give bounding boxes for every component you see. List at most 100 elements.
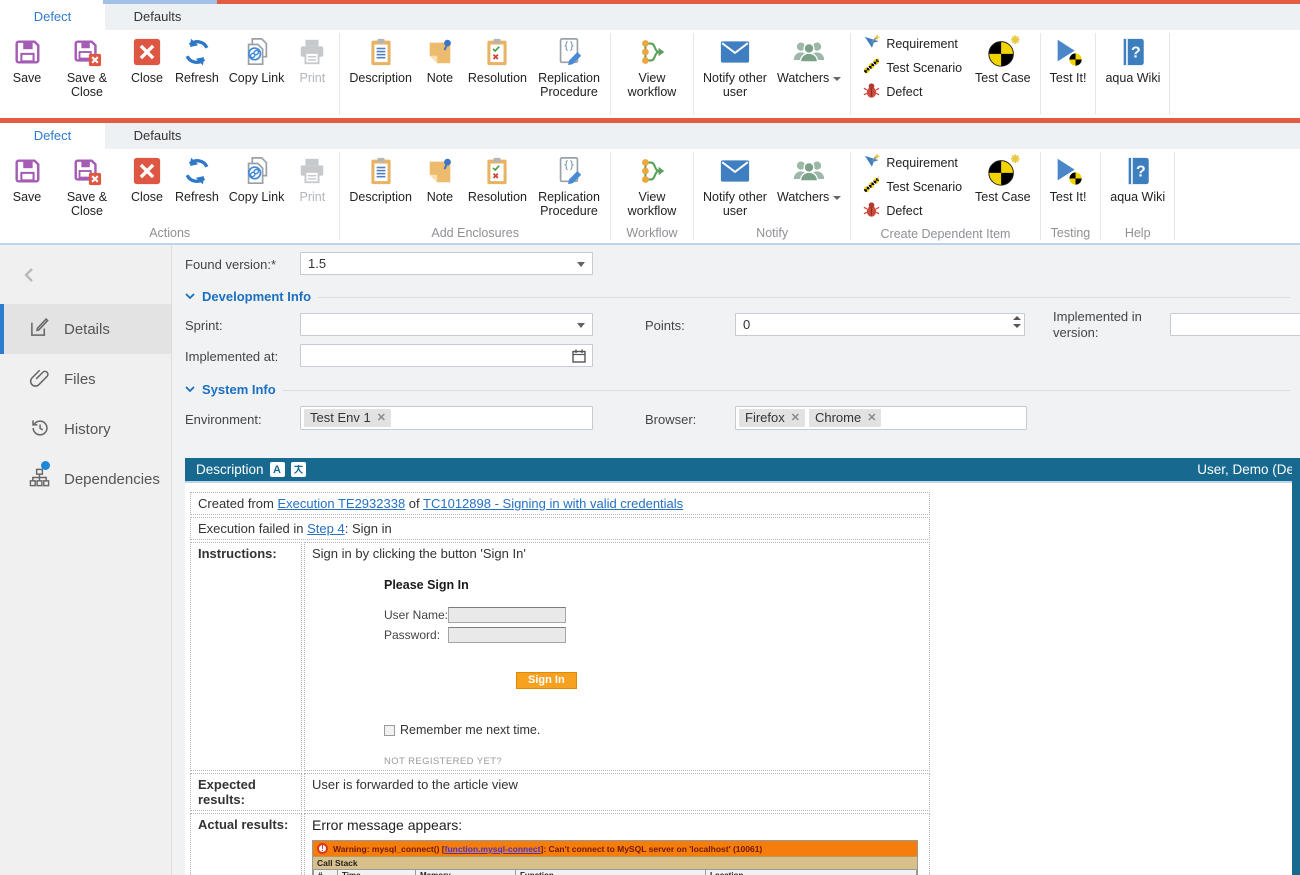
- environment-label: Environment:: [185, 412, 262, 427]
- ribbon-button-requirement[interactable]: Requirement: [859, 32, 966, 56]
- ribbon-button-view-workflow[interactable]: View workflow: [615, 30, 689, 101]
- chevron-down-icon: [833, 195, 842, 200]
- watchers-icon: [792, 35, 826, 69]
- defect-icon: [863, 201, 880, 221]
- ribbon-button-close[interactable]: Close: [124, 149, 170, 206]
- group-separator: [1100, 152, 1102, 240]
- ribbon-button-test-case[interactable]: Test Case: [970, 30, 1036, 87]
- save-close-icon: [71, 35, 103, 69]
- ribbon-button-view-workflow[interactable]: View workflow: [615, 149, 689, 220]
- ribbon-button-copy-link[interactable]: Copy Link: [224, 149, 290, 206]
- save-close-icon: [71, 154, 103, 188]
- sidebar-item-files[interactable]: Files: [0, 354, 171, 404]
- wiki-icon: ?: [1124, 154, 1152, 188]
- ribbon-button-save-close[interactable]: Save & Close: [50, 30, 124, 101]
- browser-field[interactable]: Firefox ✕ Chrome ✕: [735, 406, 1027, 430]
- resolution-icon: [483, 154, 511, 188]
- development-info-section[interactable]: Development Info: [185, 289, 1290, 304]
- ribbon-button-description[interactable]: Description: [344, 149, 417, 206]
- instructions-text: Sign in by clicking the button 'Sign In': [312, 546, 526, 561]
- ribbon-button-save[interactable]: Save: [4, 30, 50, 87]
- ribbon-button-print[interactable]: Print: [289, 149, 335, 206]
- ribbon1-body: Save Save & Close Close Refresh Copy Link Pri…: [0, 30, 1300, 118]
- ribbon-button-requirement[interactable]: Requirement: [859, 151, 966, 175]
- sidebar-item-dependencies[interactable]: Dependencies: [0, 454, 171, 504]
- ribbon-button-resolution[interactable]: Resolution: [463, 149, 532, 206]
- print-icon: [297, 35, 327, 69]
- chip-remove-icon[interactable]: ✕: [376, 412, 386, 424]
- chip-test-env-1: Test Env 1 ✕: [304, 409, 391, 427]
- ribbon-button-notify-other-user[interactable]: Notify other user: [698, 149, 772, 220]
- requirement-icon: [863, 153, 880, 173]
- ribbon-button-watchers[interactable]: Watchers: [772, 30, 846, 87]
- sidebar-item-history[interactable]: History: [0, 404, 171, 454]
- execution-link[interactable]: Execution TE2932338: [277, 496, 406, 511]
- sidebar-collapse-button[interactable]: [0, 245, 171, 304]
- copy-link-icon: [242, 35, 272, 69]
- environment-field[interactable]: Test Env 1 ✕: [300, 406, 593, 430]
- ribbon-button-resolution[interactable]: Resolution: [463, 30, 532, 87]
- tab-defaults[interactable]: Defaults: [133, 9, 182, 24]
- section-title: System Info: [202, 382, 276, 397]
- note-icon: [425, 35, 455, 69]
- spinner-down-icon[interactable]: [1013, 324, 1021, 328]
- ribbon-button-refresh[interactable]: Refresh: [170, 149, 224, 206]
- ribbon-button-test-case[interactable]: Test Case: [970, 149, 1036, 206]
- spinner-up-icon[interactable]: [1013, 316, 1021, 320]
- tab-defect-2[interactable]: Defect: [0, 123, 105, 149]
- ribbon-button-copy-link[interactable]: Copy Link: [224, 30, 290, 87]
- ribbon-button-watchers[interactable]: Watchers: [772, 149, 846, 206]
- ribbon-button-replication-procedure[interactable]: {} Replication Procedure: [532, 149, 606, 220]
- ribbon-button-replication-procedure[interactable]: {} Replication Procedure: [532, 30, 606, 101]
- ribbon-button-note[interactable]: Note: [417, 30, 463, 87]
- calendar-icon[interactable]: [572, 349, 586, 363]
- translate-icon[interactable]: [290, 462, 306, 477]
- implemented-at-datefield[interactable]: [300, 344, 593, 367]
- instructions-label: Instructions:: [190, 542, 302, 771]
- ribbon-button-aqua-wiki[interactable]: ? aqua Wiki: [1100, 30, 1165, 87]
- points-spinner[interactable]: 0: [735, 313, 1025, 336]
- username-input: [448, 607, 566, 623]
- call-stack-table: #TimeMemoryFunctionLocation10.0019100544…: [313, 869, 917, 875]
- system-info-section[interactable]: System Info: [185, 382, 1290, 397]
- ribbon-group-add-enclosures: Description Note Resolution{} Replication P…: [344, 30, 606, 118]
- ribbon-button-test-it[interactable]: Test It!: [1045, 30, 1092, 87]
- group-separator: [850, 152, 852, 240]
- window-top-strip: [0, 0, 1300, 4]
- step-link[interactable]: Step 4: [307, 521, 345, 536]
- ribbon-button-refresh[interactable]: Refresh: [170, 30, 224, 87]
- username-label: User Name:: [384, 608, 449, 622]
- ribbon-button-description[interactable]: Description: [344, 30, 417, 87]
- ribbon-group-actions: Save Save & Close Close Refresh Copy Link Pri…: [4, 149, 335, 243]
- test-scenario-icon: [863, 176, 880, 197]
- ribbon-button-save[interactable]: Save: [4, 149, 50, 206]
- font-a-icon[interactable]: A: [269, 462, 285, 477]
- testcase-link[interactable]: TC1012898 - Signing in with valid creden…: [423, 496, 684, 511]
- ribbon-button-note[interactable]: Note: [417, 149, 463, 206]
- description-author: User, Demo (De: [1197, 462, 1294, 477]
- svg-text:{}: {}: [563, 160, 574, 171]
- chip-remove-icon[interactable]: ✕: [867, 412, 877, 424]
- replication-icon: {}: [554, 35, 584, 69]
- sprint-dropdown[interactable]: [300, 313, 593, 336]
- ribbon-button-defect[interactable]: Defect: [859, 80, 966, 104]
- chip-remove-icon[interactable]: ✕: [790, 412, 800, 424]
- dependencies-icon: [29, 467, 50, 492]
- found-version-dropdown[interactable]: 1.5: [300, 252, 593, 275]
- ribbon-button-print[interactable]: Print: [289, 30, 335, 87]
- tab-defect[interactable]: Defect: [0, 4, 105, 30]
- implemented-in-version-field[interactable]: [1170, 313, 1300, 336]
- group-separator: [1174, 152, 1176, 240]
- test-it-icon: [1052, 154, 1084, 188]
- ribbon-button-defect[interactable]: Defect: [859, 199, 966, 223]
- ribbon-button-close[interactable]: Close: [124, 30, 170, 87]
- ribbon-button-test-scenario[interactable]: Test Scenario: [859, 56, 966, 80]
- ribbon-button-test-scenario[interactable]: Test Scenario: [859, 175, 966, 199]
- ribbon-button-aqua-wiki[interactable]: ? aqua Wiki: [1105, 149, 1170, 206]
- sidebar-item-details[interactable]: Details: [0, 304, 171, 354]
- ribbon-button-save-close[interactable]: Save & Close: [50, 149, 124, 220]
- defect-icon: [863, 82, 880, 102]
- ribbon-button-test-it[interactable]: Test It!: [1045, 149, 1092, 206]
- tab-defaults-2[interactable]: Defaults: [133, 128, 182, 143]
- ribbon-button-notify-other-user[interactable]: Notify other user: [698, 30, 772, 101]
